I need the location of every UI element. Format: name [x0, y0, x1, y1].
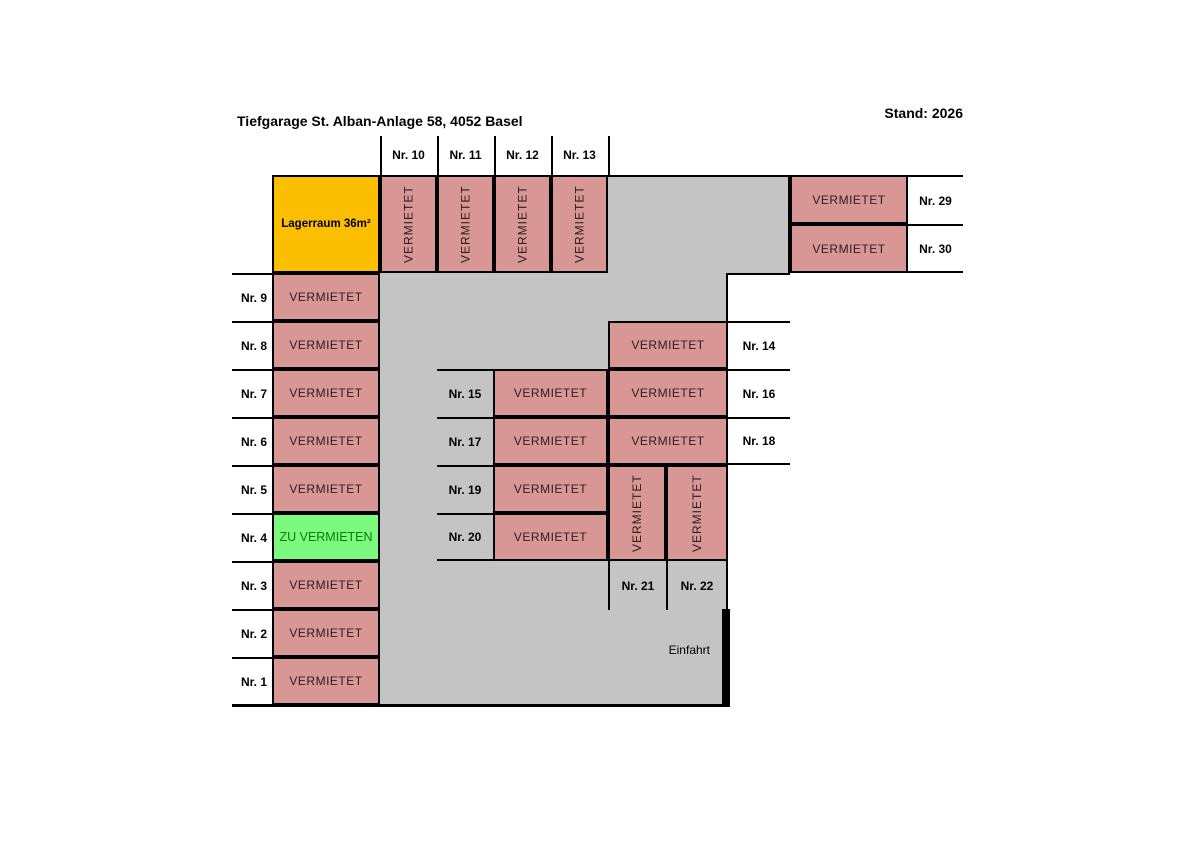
parking-spot-nr3: VERMIETET — [272, 561, 380, 609]
divider-line — [608, 136, 610, 175]
entrance-label: Einfahrt — [668, 643, 710, 657]
spot-label-nr11: Nr. 11 — [449, 148, 482, 162]
spot-label-nr5: Nr. 5 — [232, 465, 272, 513]
parking-spot-nr13: VERMIETET — [551, 175, 608, 273]
spot-label-nr15: Nr. 15 — [437, 369, 493, 417]
parking-spot-nr8: VERMIETET — [272, 321, 380, 369]
parking-spot-nr17: VERMIETET — [493, 417, 608, 465]
page-title: Tiefgarage St. Alban-Anlage 58, 4052 Bas… — [237, 113, 523, 129]
parking-spot-nr30: VERMIETET — [790, 224, 908, 273]
divider-line — [551, 136, 553, 175]
spot-label-nr16: Nr. 16 — [728, 369, 790, 417]
spot-label-nr19: Nr. 19 — [437, 465, 493, 513]
parking-spot-nr1: VERMIETET — [272, 657, 380, 705]
parking-spot-nr18: VERMIETET — [608, 417, 728, 465]
spot-label-nr7: Nr. 7 — [232, 369, 272, 417]
parking-spot-nr12: VERMIETET — [494, 175, 551, 273]
lane-step-line — [728, 273, 790, 275]
parking-spot-nr2: VERMIETET — [272, 609, 380, 657]
storage-room-cell: Lagerraum 36m² — [272, 175, 380, 273]
parking-spot-nr22: VERMIETET — [666, 465, 728, 561]
parking-spot-nr19: VERMIETET — [493, 465, 608, 513]
divider-line — [380, 136, 382, 175]
spot-label-nr17: Nr. 17 — [437, 417, 493, 465]
divider-line — [494, 136, 496, 175]
spot-label-nr22: Nr. 22 — [666, 561, 728, 610]
spot-label-nr14: Nr. 14 — [728, 321, 790, 369]
parking-spot-nr6: VERMIETET — [272, 417, 380, 465]
spot-label-nr2: Nr. 2 — [232, 609, 272, 657]
entrance-wall — [722, 609, 730, 707]
parking-spot-nr11: VERMIETET — [437, 175, 494, 273]
parking-spot-nr4-available: ZU VERMIETEN — [272, 513, 380, 561]
parking-spot-nr16: VERMIETET — [608, 369, 728, 417]
parking-spot-nr15: VERMIETET — [493, 369, 608, 417]
bottom-boundary-line — [232, 704, 730, 707]
parking-spot-nr14: VERMIETET — [608, 321, 728, 369]
spot-label-nr3: Nr. 3 — [232, 561, 272, 609]
stand-date: Stand: 2026 — [884, 105, 963, 121]
parking-spot-nr5: VERMIETET — [272, 465, 380, 513]
spot-label-nr29: Nr. 29 — [908, 175, 963, 224]
parking-spot-nr20: VERMIETET — [493, 513, 608, 561]
divider-line — [437, 136, 439, 175]
spot-label-nr13: Nr. 13 — [563, 148, 596, 162]
spot-label-nr12: Nr. 12 — [506, 148, 539, 162]
spot-label-nr21: Nr. 21 — [608, 561, 666, 610]
spot-label-nr8: Nr. 8 — [232, 321, 272, 369]
parking-spot-nr7: VERMIETET — [272, 369, 380, 417]
spot-label-nr9: Nr. 9 — [232, 273, 272, 321]
parking-spot-nr29: VERMIETET — [790, 175, 908, 224]
parking-spot-nr21: VERMIETET — [608, 465, 666, 561]
spot-label-nr1: Nr. 1 — [232, 657, 272, 705]
spot-label-nr6: Nr. 6 — [232, 417, 272, 465]
parking-spot-nr10: VERMIETET — [380, 175, 437, 273]
spot-label-nr30: Nr. 30 — [908, 224, 963, 273]
spot-label-nr10: Nr. 10 — [392, 148, 425, 162]
spot-label-nr20: Nr. 20 — [437, 513, 493, 561]
spot-label-nr18: Nr. 18 — [728, 417, 790, 465]
spot-label-nr4: Nr. 4 — [232, 513, 272, 561]
parking-spot-nr9: VERMIETET — [272, 273, 380, 321]
